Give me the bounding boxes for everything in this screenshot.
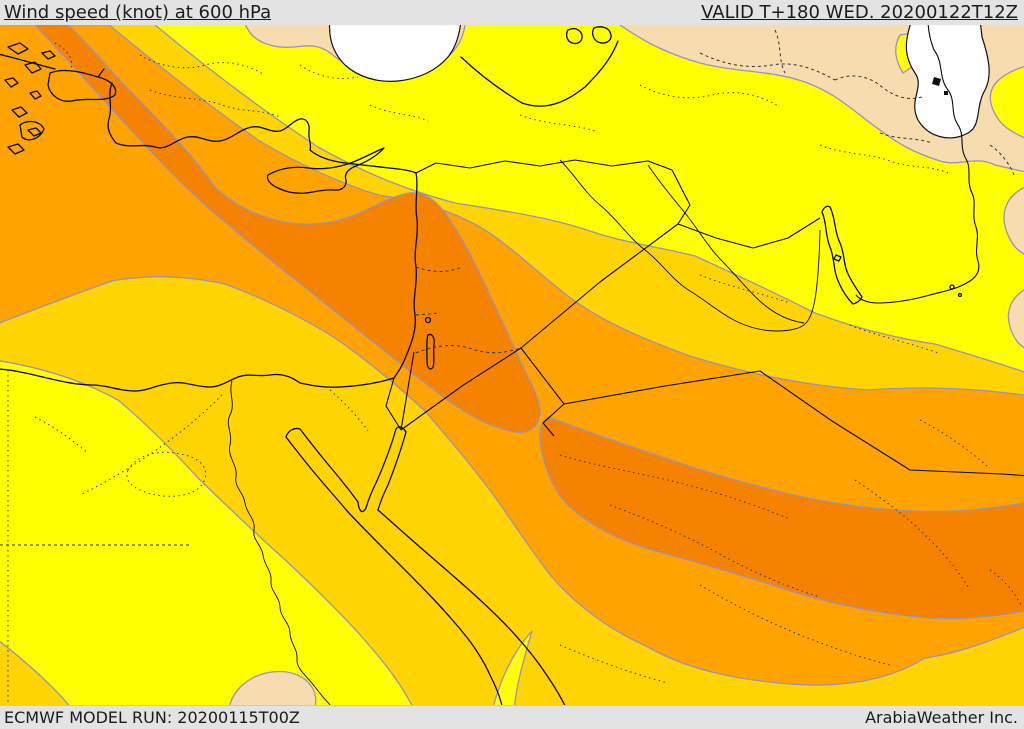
persian-gulf [821,205,863,305]
saudi-admin-6 [989,569,1023,608]
pontic-coast [460,40,619,107]
levant-coast [393,172,419,379]
border-iran-west [855,25,980,304]
borders-dashed [0,29,1023,705]
brand-label: ArabiaWeather Inc. [865,708,1018,727]
band-dark-orange-southeast [539,416,1024,620]
saudi-admin-3 [854,479,971,591]
rivers [227,159,821,705]
caspian-island-mark [932,77,948,95]
border-israel-egypt [385,351,415,431]
border-iran-north [879,132,1016,178]
border-jordan-saudi [400,347,565,437]
thrace-coast [0,53,56,70]
saudi-admin-4 [699,584,891,666]
border-lebanon [415,266,463,316]
borders-solid [385,25,1024,477]
saudi-admin-1 [559,454,791,520]
red-sea-west-shore [347,511,503,705]
nile-river [227,380,331,705]
model-run-label: ECMWF MODEL RUN: 20200115T00Z [4,708,300,727]
border-caucasus-1 [699,52,836,81]
egypt-coast [0,368,395,392]
sinai-tip [357,501,367,513]
band-peach-south-egypt [228,670,317,705]
aegean-islands [4,42,56,155]
border-caucasus-2 [834,75,923,100]
admin-anatolia-1 [139,54,266,76]
admin-mesopotamia-2 [819,144,949,174]
qatar-dot [957,292,963,298]
euphrates-river [559,159,821,332]
admin-anatolia-2 [149,89,281,118]
band-yellow-lobe-ne [989,66,1024,139]
sea-of-galilee [424,316,432,324]
band-yellow-notch-bottom [492,630,533,705]
caspian-sea [905,25,990,139]
sea-of-marmara [47,68,117,102]
red-sea-east-shore [377,509,566,705]
coastlines [0,26,963,705]
border-syria-jordan [415,345,522,354]
wind-speed-map [0,25,1024,705]
border-saudi-iraq [563,370,1024,477]
valid-time-label: VALID T+180 WED. 20200122T12Z [701,2,1018,23]
cyprus-island [266,147,385,194]
admin-anatolia-3 [299,64,429,122]
dead-sea [426,333,435,370]
tigris-river [647,164,805,324]
border-iraq-iran-south [677,217,821,249]
band-peach-lobe-1 [1003,186,1024,255]
chart-footer-bar: ECMWF MODEL RUN: 20200115T00Z ArabiaWeat… [0,705,1024,729]
border-turkey-syria [415,159,691,225]
egypt-track-2 [34,416,89,454]
band-peach-lobe-2 [1007,289,1024,349]
gulf-of-suez [285,427,359,513]
contour-bands [0,25,1024,705]
egypt-track-1 [79,394,223,496]
black-sea [328,25,461,82]
turkey-coast [107,82,417,174]
saudi-admin-2 [609,504,821,598]
border-syria-iraq [520,223,679,349]
lake-van [591,26,612,44]
chart-header-bar: Wind speed (knot) at 600 hPa VALID T+180… [0,0,1024,25]
chart-title: Wind speed (knot) at 600 hPa [4,2,272,23]
lake-tuz [565,28,583,45]
band-gold-southwest-wedge [0,640,70,705]
